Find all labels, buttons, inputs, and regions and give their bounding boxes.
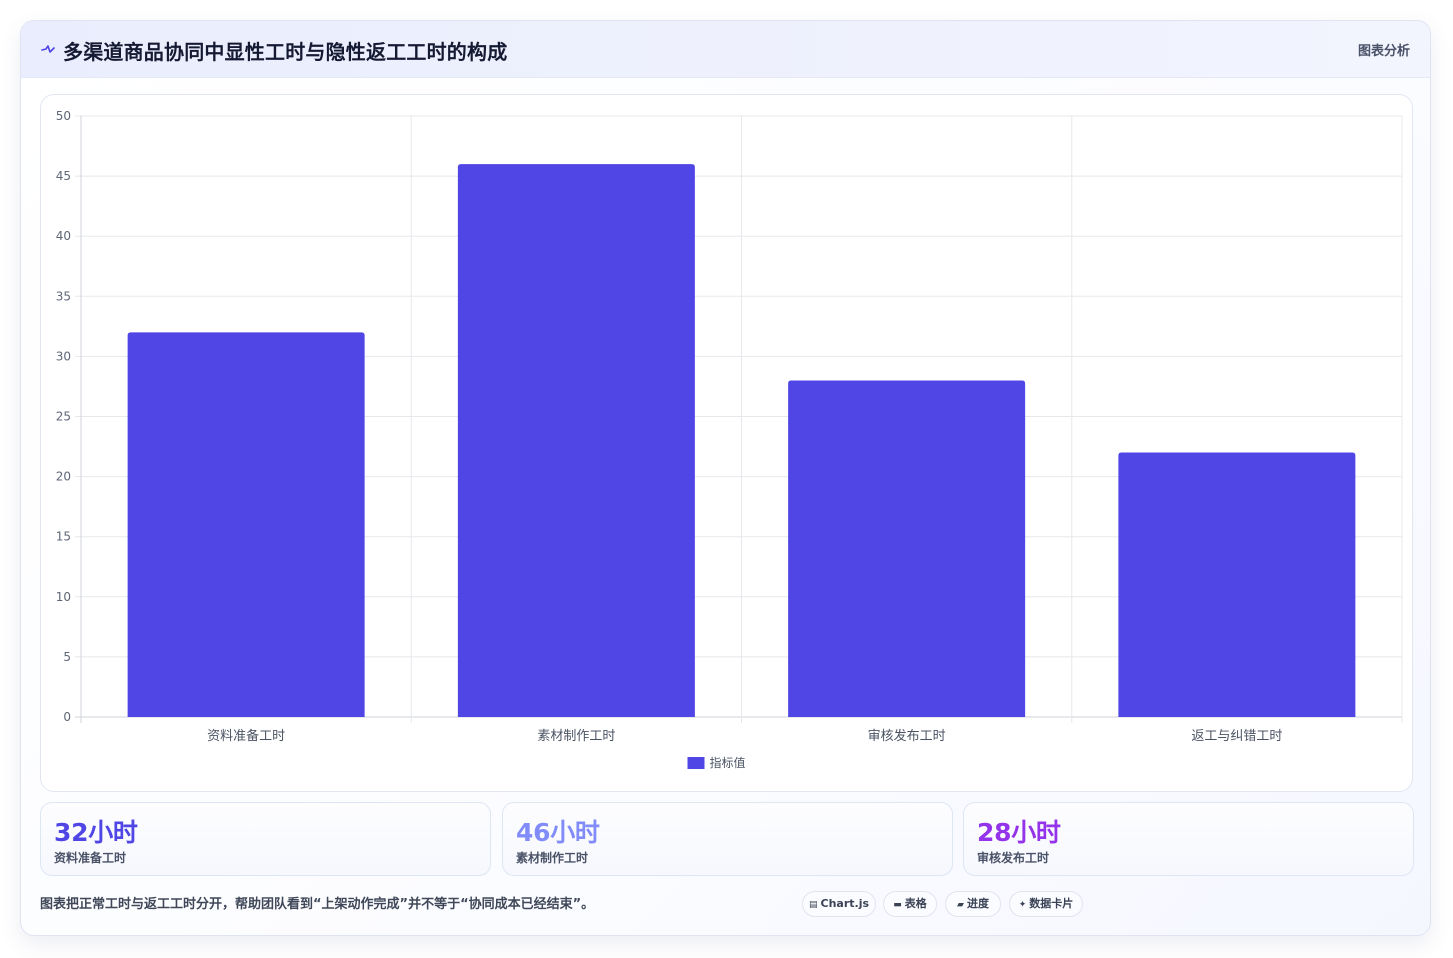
bar-chart: 0 5 10 15 20 25 30 35 40 45 50 资料准备工时 素材制作工时 审核发布工时 返工… (56, 109, 1403, 770)
stat-label: 素材制作工时 (516, 851, 589, 865)
chart-title: 多渠道商品协同中显性工时与隐性返工工时的构成 (63, 40, 508, 64)
pill-label: 进度 (966, 897, 989, 910)
stat-label: 审核发布工时 (977, 851, 1050, 865)
stat-value: 46小时 (516, 818, 600, 847)
pill-label: 数据卡片 (1029, 897, 1074, 910)
legend-swatch (687, 757, 705, 769)
pill-progress[interactable]: ▰ 进度 (945, 891, 1001, 917)
bar[interactable] (1118, 452, 1356, 717)
x-tick-label: 审核发布工时 (868, 728, 946, 744)
chart-card: 多渠道商品协同中显性工时与隐性返工工时的构成 图表分析 0 5 10 15 20 25 30… (20, 20, 1431, 936)
stat-cards: 32小时 资料准备工时 46小时 素材制作工时 28小时 审核发布工时 (40, 802, 1414, 876)
y-tick-label: 40 (56, 229, 71, 243)
x-tick-label: 素材制作工时 (537, 729, 615, 744)
pill-chartjs[interactable]: ▤ Chart.js (802, 891, 876, 917)
y-tick-label: 35 (56, 289, 71, 303)
stat-value: 28小时 (977, 818, 1061, 847)
x-tick-label: 返工与纠错工时 (1191, 729, 1282, 744)
bar[interactable] (788, 380, 1026, 717)
legend-label: 指标值 (710, 755, 746, 770)
table-icon: ▬ (893, 900, 902, 910)
bar[interactable] (127, 332, 365, 717)
pill-table[interactable]: ▬ 表格 (883, 891, 937, 917)
stat-value: 32小时 (54, 818, 138, 847)
y-tick-label: 20 (56, 470, 71, 484)
y-tick-label: 25 (56, 410, 71, 424)
pulse-line-icon (41, 45, 55, 53)
stat-label: 资料准备工时 (54, 851, 127, 865)
pill-label: Chart.js (820, 897, 870, 910)
footer-note: 图表把正常工时与返工工时分开，帮助团队看到“上架动作完成”并不等于“协同成本已经… (40, 897, 595, 912)
y-tick-label: 5 (63, 650, 71, 664)
stat-card-review: 28小时 审核发布工时 (963, 802, 1414, 876)
stat-card-production: 46小时 素材制作工时 (502, 802, 953, 876)
y-tick-label: 15 (56, 530, 71, 544)
y-tick-label: 10 (56, 590, 71, 604)
chart-panel: 0 5 10 15 20 25 30 35 40 45 50 资料准备工时 素材制作工时 审核发布工时 返工… (40, 94, 1413, 792)
x-tick-label: 资料准备工时 (207, 728, 285, 744)
card-header: 多渠道商品协同中显性工时与隐性返工工时的构成 图表分析 (21, 21, 1430, 78)
y-tick-label: 50 (56, 109, 71, 123)
chart-analysis-button[interactable]: 图表分析 (1357, 44, 1410, 59)
y-tick-label: 30 (56, 349, 71, 363)
pill-label: 表格 (904, 897, 927, 910)
sparkle-icon: ✦ (1018, 900, 1027, 910)
y-tick-label: 0 (63, 710, 71, 724)
pill-data-cards[interactable]: ✦ 数据卡片 (1009, 891, 1083, 917)
chart-icon: ▤ (808, 900, 818, 910)
y-tick-label: 45 (56, 169, 71, 183)
bar[interactable] (457, 164, 695, 717)
stat-card-prep: 32小时 资料准备工时 (40, 802, 491, 876)
progress-icon: ▰ (957, 900, 964, 910)
